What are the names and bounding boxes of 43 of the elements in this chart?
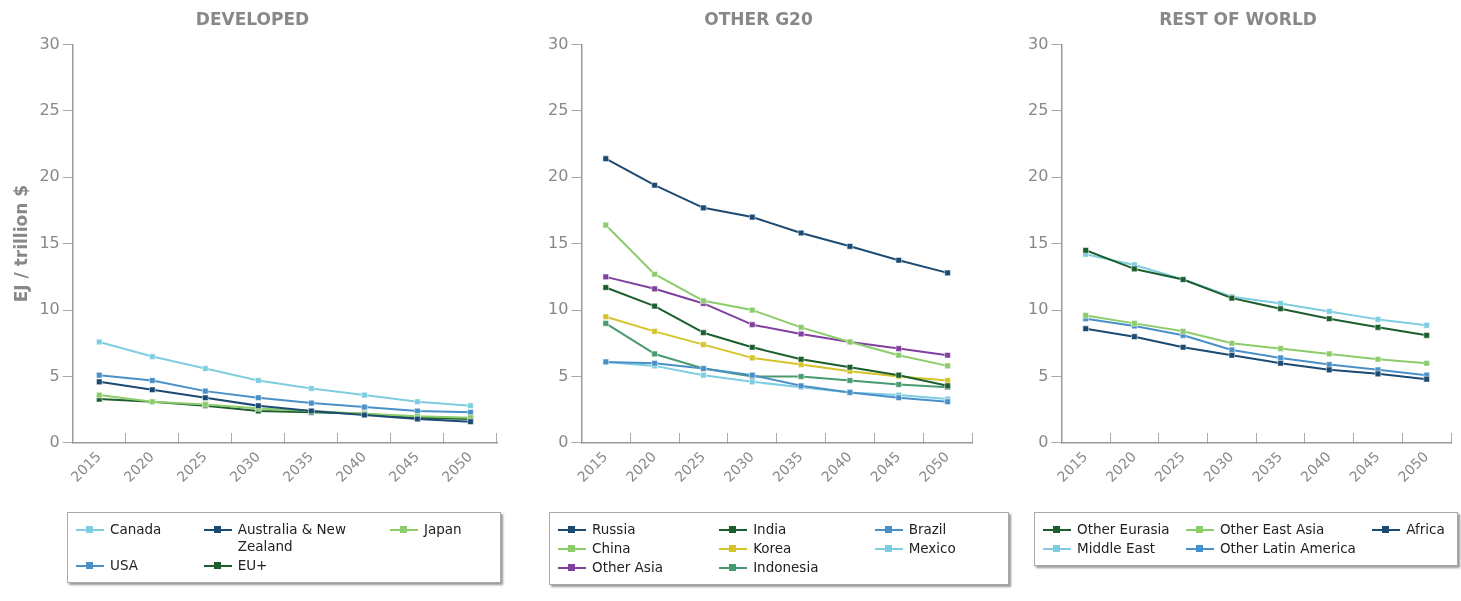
y-tick-label: 5	[558, 365, 569, 385]
y-tick-label: 25	[548, 99, 569, 119]
y-tick-label: 10	[1028, 299, 1049, 319]
legend-label: Other Eurasia	[1077, 521, 1170, 538]
legend-label: Other Latin America	[1219, 540, 1356, 557]
legend-label: Russia	[592, 521, 636, 538]
y-tick-label: 10	[548, 299, 569, 319]
legend-label: Middle East	[1077, 540, 1156, 557]
legend-label: India	[753, 521, 787, 538]
y-tick-label: 15	[1028, 232, 1049, 252]
y-tick-label: 10	[39, 299, 60, 319]
y-tick-label: 0	[1038, 432, 1049, 452]
legend-label: EU+	[237, 557, 268, 574]
legend-label: Other East Asia	[1219, 521, 1325, 538]
y-tick-label: 15	[39, 232, 60, 252]
legend-label: China	[592, 540, 631, 557]
legend-label: Mexico	[908, 540, 956, 557]
legend-label: Japan	[424, 521, 462, 538]
chart-title: REST OF WORLD	[1159, 8, 1317, 29]
legend-label: Brazil	[908, 521, 947, 538]
y-tick-label: 30	[1028, 33, 1049, 53]
chart-title: DEVELOPED	[195, 8, 310, 29]
legend-label: USA	[110, 557, 138, 574]
legend-label: Other Asia	[592, 559, 663, 576]
legend-label: Africa	[1406, 521, 1445, 538]
legend-label: Indonesia	[753, 559, 819, 576]
legend-label: Australia & New Zealand	[237, 521, 347, 555]
y-tick-label: 5	[49, 365, 60, 385]
y-tick-label: 15	[548, 232, 569, 252]
chart-title: OTHER G20	[704, 8, 813, 29]
legend-label: Canada	[110, 521, 162, 538]
y-axis-title: EJ / trillion $	[10, 184, 31, 303]
y-tick-label: 25	[1028, 99, 1049, 119]
y-tick-label: 30	[548, 33, 569, 53]
y-tick-label: 30	[39, 33, 60, 53]
y-tick-label: 0	[558, 432, 569, 452]
y-tick-label: 5	[1038, 365, 1049, 385]
y-tick-label: 20	[1028, 166, 1049, 186]
y-tick-label: 20	[548, 166, 569, 186]
y-tick-label: 25	[39, 99, 60, 119]
legend-label: Korea	[753, 540, 792, 557]
y-tick-label: 0	[49, 432, 60, 452]
y-tick-label: 20	[39, 166, 60, 186]
